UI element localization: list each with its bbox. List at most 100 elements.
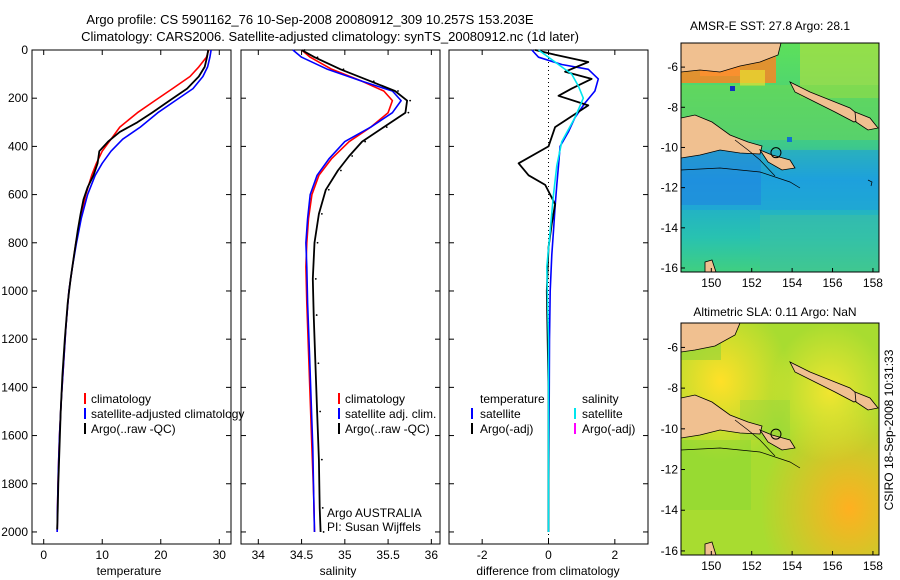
series-line-salinity-satellite: [538, 49, 585, 532]
map-x-tick-label: 154: [782, 559, 802, 573]
temperature-legend: climatology satellite-adjusted climatolo…: [84, 392, 244, 436]
y-tick-label: 600: [8, 188, 28, 202]
x-tick-label: 35.5: [376, 548, 400, 562]
legend-label-sal-satellite: satellite: [582, 407, 623, 421]
argo-sample-point: [351, 155, 354, 157]
map-x-tick-label: 156: [823, 276, 843, 290]
legend-label-temp-satellite: satellite: [480, 407, 521, 421]
temperature-plot-frame: [31, 49, 232, 545]
series-line-argo-raw-qc-: [301, 49, 409, 533]
sla-map-frame: [680, 322, 880, 556]
map-y-tick-label: -8: [667, 381, 678, 395]
argo-sample-point: [340, 169, 342, 172]
argo-sample-point: [322, 531, 325, 533]
salinity-xlabel: salinity: [320, 564, 357, 578]
argo-sample-point: [407, 111, 410, 114]
legend-label-argo: Argo(..raw -QC): [345, 422, 430, 436]
argo-sample-point: [320, 212, 323, 215]
argo-sample-point: [315, 314, 318, 316]
legend-label-climatology: climatology: [91, 392, 151, 406]
y-tick-label: 800: [8, 236, 28, 250]
y-tick-label: 400: [8, 139, 28, 153]
x-tick-label: 2: [611, 548, 618, 562]
map-x-tick-label: 156: [823, 559, 843, 573]
temperature-xlabel: temperature: [97, 564, 162, 578]
y-tick-label: 0: [21, 43, 28, 57]
profile-plots: 0 10 20 30020040060080010001200140016001800…: [1, 43, 648, 562]
x-tick-label: 34: [252, 548, 266, 562]
argo-sample-point: [317, 362, 320, 365]
difference-legend: temperature satellite Argo(-adj) salinit…: [471, 392, 635, 436]
map-x-tick-label: 150: [701, 276, 721, 290]
argo-sample-point: [397, 90, 399, 92]
sst-map-image: [681, 43, 879, 272]
series-line-satellite-adj-clim-: [292, 49, 402, 533]
y-tick-label: 200: [8, 91, 28, 105]
sla-argo-position-marker: [770, 428, 782, 440]
map-y-tick-label: -16: [661, 261, 679, 275]
map-y-tick-label: -16: [661, 544, 679, 558]
map-x-tick-label: 158: [863, 559, 883, 573]
map-y-tick-label: -6: [667, 340, 678, 354]
map-x-tick-label: 154: [782, 276, 802, 290]
y-tick-label: 1600: [1, 429, 28, 443]
salinity-legend: climatology satellite adj. clim. Argo(..…: [338, 392, 436, 436]
x-tick-label: 35: [338, 548, 352, 562]
x-tick-label: 0: [545, 548, 552, 562]
argo-sample-point: [303, 49, 306, 51]
y-tick-label: 1800: [1, 477, 28, 491]
map-y-tick-label: -14: [661, 503, 679, 517]
legend-header-temperature: temperature: [480, 392, 545, 406]
sla-map-image: [681, 323, 879, 555]
map-x-tick-label: 158: [863, 276, 883, 290]
header-line-2: Climatology: CARS2006. Satellite-adjuste…: [81, 29, 579, 44]
x-tick-label: 0: [40, 548, 47, 562]
argo-sample-point: [385, 126, 388, 129]
legend-label-sal-argo: Argo(-adj): [582, 422, 635, 436]
series-line-climatology: [301, 49, 394, 533]
map-x-tick-label: 150: [701, 559, 721, 573]
map-y-tick-label: -12: [661, 463, 679, 477]
map-x-tick-label: 152: [742, 559, 762, 573]
argo-annotation-line-2: PI: Susan Wijffels: [327, 520, 421, 534]
difference-xlabel: difference from climatology: [476, 564, 619, 578]
map-y-tick-label: -12: [661, 181, 679, 195]
x-tick-label: 34.5: [290, 548, 314, 562]
map-y-tick-label: -14: [661, 221, 679, 235]
x-tick-label: 30: [213, 548, 227, 562]
x-tick-label: 36: [425, 548, 439, 562]
argo-sample-point: [316, 56, 319, 59]
map-x-tick-label: 152: [742, 276, 762, 290]
x-tick-label: 20: [154, 548, 168, 562]
y-tick-label: 1200: [1, 332, 28, 346]
map-y-tick-label: -8: [667, 100, 678, 114]
argo-sample-point: [314, 278, 317, 280]
sla-map-title: Altimetric SLA: 0.11 Argo: NaN: [693, 305, 856, 319]
argo-sample-point: [321, 506, 324, 509]
sst-map-title: AMSR-E SST: 27.8 Argo: 28.1: [690, 19, 850, 33]
map-y-tick-label: -6: [667, 60, 678, 74]
map-y-tick-label: -10: [661, 140, 679, 154]
y-tick-label: 1000: [1, 284, 28, 298]
timestamp-side-label: CSIRO 18-Sep-2008 10:31:33: [882, 349, 896, 510]
x-tick-label: -2: [477, 548, 488, 562]
argo-sample-point: [372, 80, 375, 83]
sst-argo-position-marker: [770, 147, 782, 159]
legend-label-satellite: satellite adj. clim.: [345, 407, 436, 421]
argo-sample-point: [319, 410, 322, 413]
argo-sample-point: [327, 188, 330, 191]
legend-label-argo: Argo(..raw -QC): [91, 422, 176, 436]
legend-label-satellite: satellite-adjusted climatology: [91, 407, 244, 421]
argo-sample-point: [409, 99, 412, 102]
y-tick-label: 1400: [1, 380, 28, 394]
series-line-argo-raw-qc-: [56, 49, 210, 530]
legend-label-temp-argo: Argo(-adj): [480, 422, 533, 436]
argo-sample-point: [364, 140, 367, 143]
argo-sample-point: [342, 68, 345, 71]
argo-annotation-line-1: Argo AUSTRALIA: [327, 506, 422, 520]
header-line-1: Argo profile: CS 5901162_76 10-Sep-2008 …: [86, 12, 534, 27]
legend-label-climatology: climatology: [345, 392, 405, 406]
x-tick-label: 10: [96, 548, 110, 562]
map-y-tick-label: -10: [661, 422, 679, 436]
